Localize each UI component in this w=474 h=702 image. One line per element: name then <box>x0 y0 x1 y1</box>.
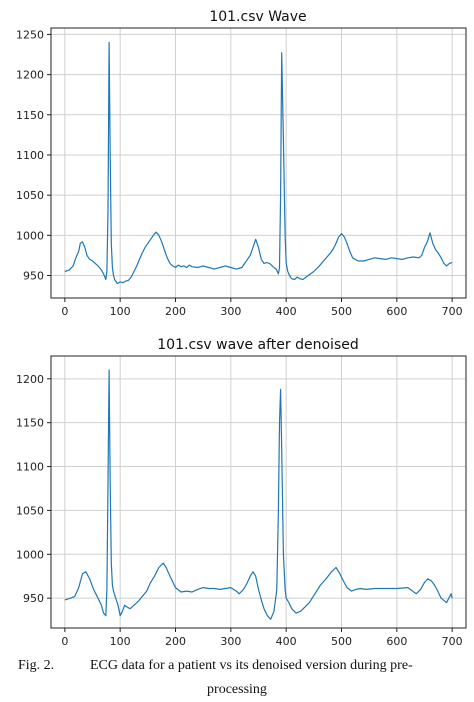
bottom-chart: 101.csv wave after denoised 0 100 200 300 40… <box>16 337 467 648</box>
x-tick-label: 500 <box>331 635 352 648</box>
caption-first-line: Fig. 2. ECG data for a patient vs its den… <box>18 658 413 674</box>
figure-canvas: 101.csv Wave 0 100 200 300 400 500 600 70095010… <box>16 9 467 648</box>
y-tick-label: 1200 <box>16 69 44 82</box>
x-tick-label: 600 <box>386 635 407 648</box>
x-tick-label: 300 <box>220 635 241 648</box>
data-line <box>64 41 453 285</box>
x-tick-label: 700 <box>442 635 463 648</box>
grid-lines <box>51 356 466 628</box>
figure-label: Fig. 2. <box>18 658 55 673</box>
y-tick-label: 1100 <box>16 149 44 162</box>
x-tick-label: 400 <box>276 635 297 648</box>
y-tick-label: 1000 <box>16 548 44 561</box>
y-tick-label: 1100 <box>16 461 44 474</box>
axis-ticks: 0 100 200 300 400 500 600 700 950 1000 1050 1100 115… <box>16 28 463 318</box>
x-tick-label: 500 <box>331 305 352 318</box>
plot-frame <box>50 355 467 629</box>
chart-title: 101.csv Wave <box>209 9 306 25</box>
plot-frame <box>50 27 467 299</box>
y-tick-label: 950 <box>23 592 44 605</box>
x-tick-label: 100 <box>110 635 131 648</box>
x-tick-label: 100 <box>110 305 131 318</box>
x-tick-label: 200 <box>165 635 186 648</box>
y-tick-label: 1050 <box>16 504 44 517</box>
axis-ticks: 0 100 200 300 400 500 600 700 950 1000 1050 1100 115… <box>16 373 463 648</box>
y-tick-label: 1000 <box>16 229 44 242</box>
x-tick-label: 400 <box>276 305 297 318</box>
y-tick-label: 950 <box>23 270 44 283</box>
x-tick-label: 0 <box>61 635 68 648</box>
caption-second-line: processing <box>207 682 267 697</box>
ecg-series-line <box>64 41 453 285</box>
ecg-series-line <box>64 369 453 620</box>
y-tick-label: 1150 <box>16 417 44 430</box>
chart-title: 101.csv wave after denoised <box>157 337 358 353</box>
y-tick-label: 1250 <box>16 28 44 41</box>
grid-lines <box>51 28 466 298</box>
x-tick-label: 700 <box>442 305 463 318</box>
x-tick-label: 0 <box>61 305 68 318</box>
y-tick-label: 1050 <box>16 189 44 202</box>
data-line <box>64 369 453 620</box>
y-tick-label: 1150 <box>16 109 44 122</box>
caption-text: ECG data for a patient vs its denoised v… <box>90 658 413 673</box>
x-tick-label: 300 <box>220 305 241 318</box>
y-tick-label: 1200 <box>16 373 44 386</box>
x-tick-label: 600 <box>386 305 407 318</box>
x-tick-label: 200 <box>165 305 186 318</box>
top-chart: 101.csv Wave 0 100 200 300 400 500 600 700 950 10… <box>16 9 467 318</box>
